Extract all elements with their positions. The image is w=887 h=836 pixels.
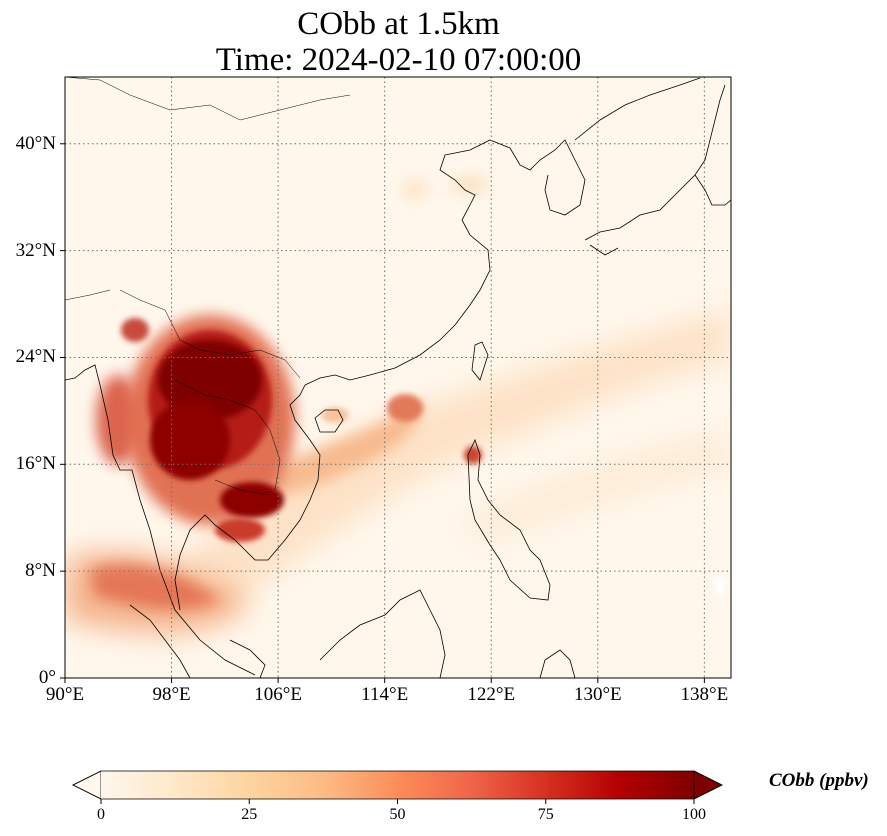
x-tick-label-3: 114°E (361, 684, 409, 705)
x-tick-label-4: 122°E (467, 684, 516, 705)
colorbar-title: CObb (ppbv) (769, 770, 869, 791)
map-frame (64, 76, 732, 679)
x-tick-label-2: 106°E (254, 684, 302, 705)
axis-ticks (60, 143, 705, 683)
x-tick-label-5: 130°E (573, 684, 622, 705)
colorbar-tick-label-0: 0 (97, 806, 105, 823)
colorbar-tick-label-4: 100 (682, 806, 706, 823)
y-tick-label-0: 0° (38, 667, 56, 688)
map-subtitle-time: Time: 2024-02-10 07:00:00 (215, 42, 582, 78)
y-tick-label-4: 32°N (15, 239, 56, 261)
colorbar-tick-label-3: 75 (537, 806, 554, 823)
gridlines (65, 77, 731, 678)
y-tick-label-1: 8°N (25, 560, 56, 582)
y-tick-label-5: 40°N (15, 132, 56, 154)
x-tick-label-1: 98°E (152, 684, 191, 705)
y-tick-label-2: 16°N (15, 453, 56, 475)
map-title: CObb at 1.5km (297, 6, 500, 42)
x-tick-label-6: 138°E (680, 684, 729, 705)
colorbar-tick-label-2: 50 (389, 806, 406, 823)
y-tick-label-3: 24°N (15, 346, 56, 368)
coastlines (65, 77, 731, 678)
x-tick-label-0: 90°E (45, 684, 85, 705)
colorbar-tick-label-1: 25 (241, 806, 258, 823)
co-concentration-field (65, 175, 731, 634)
